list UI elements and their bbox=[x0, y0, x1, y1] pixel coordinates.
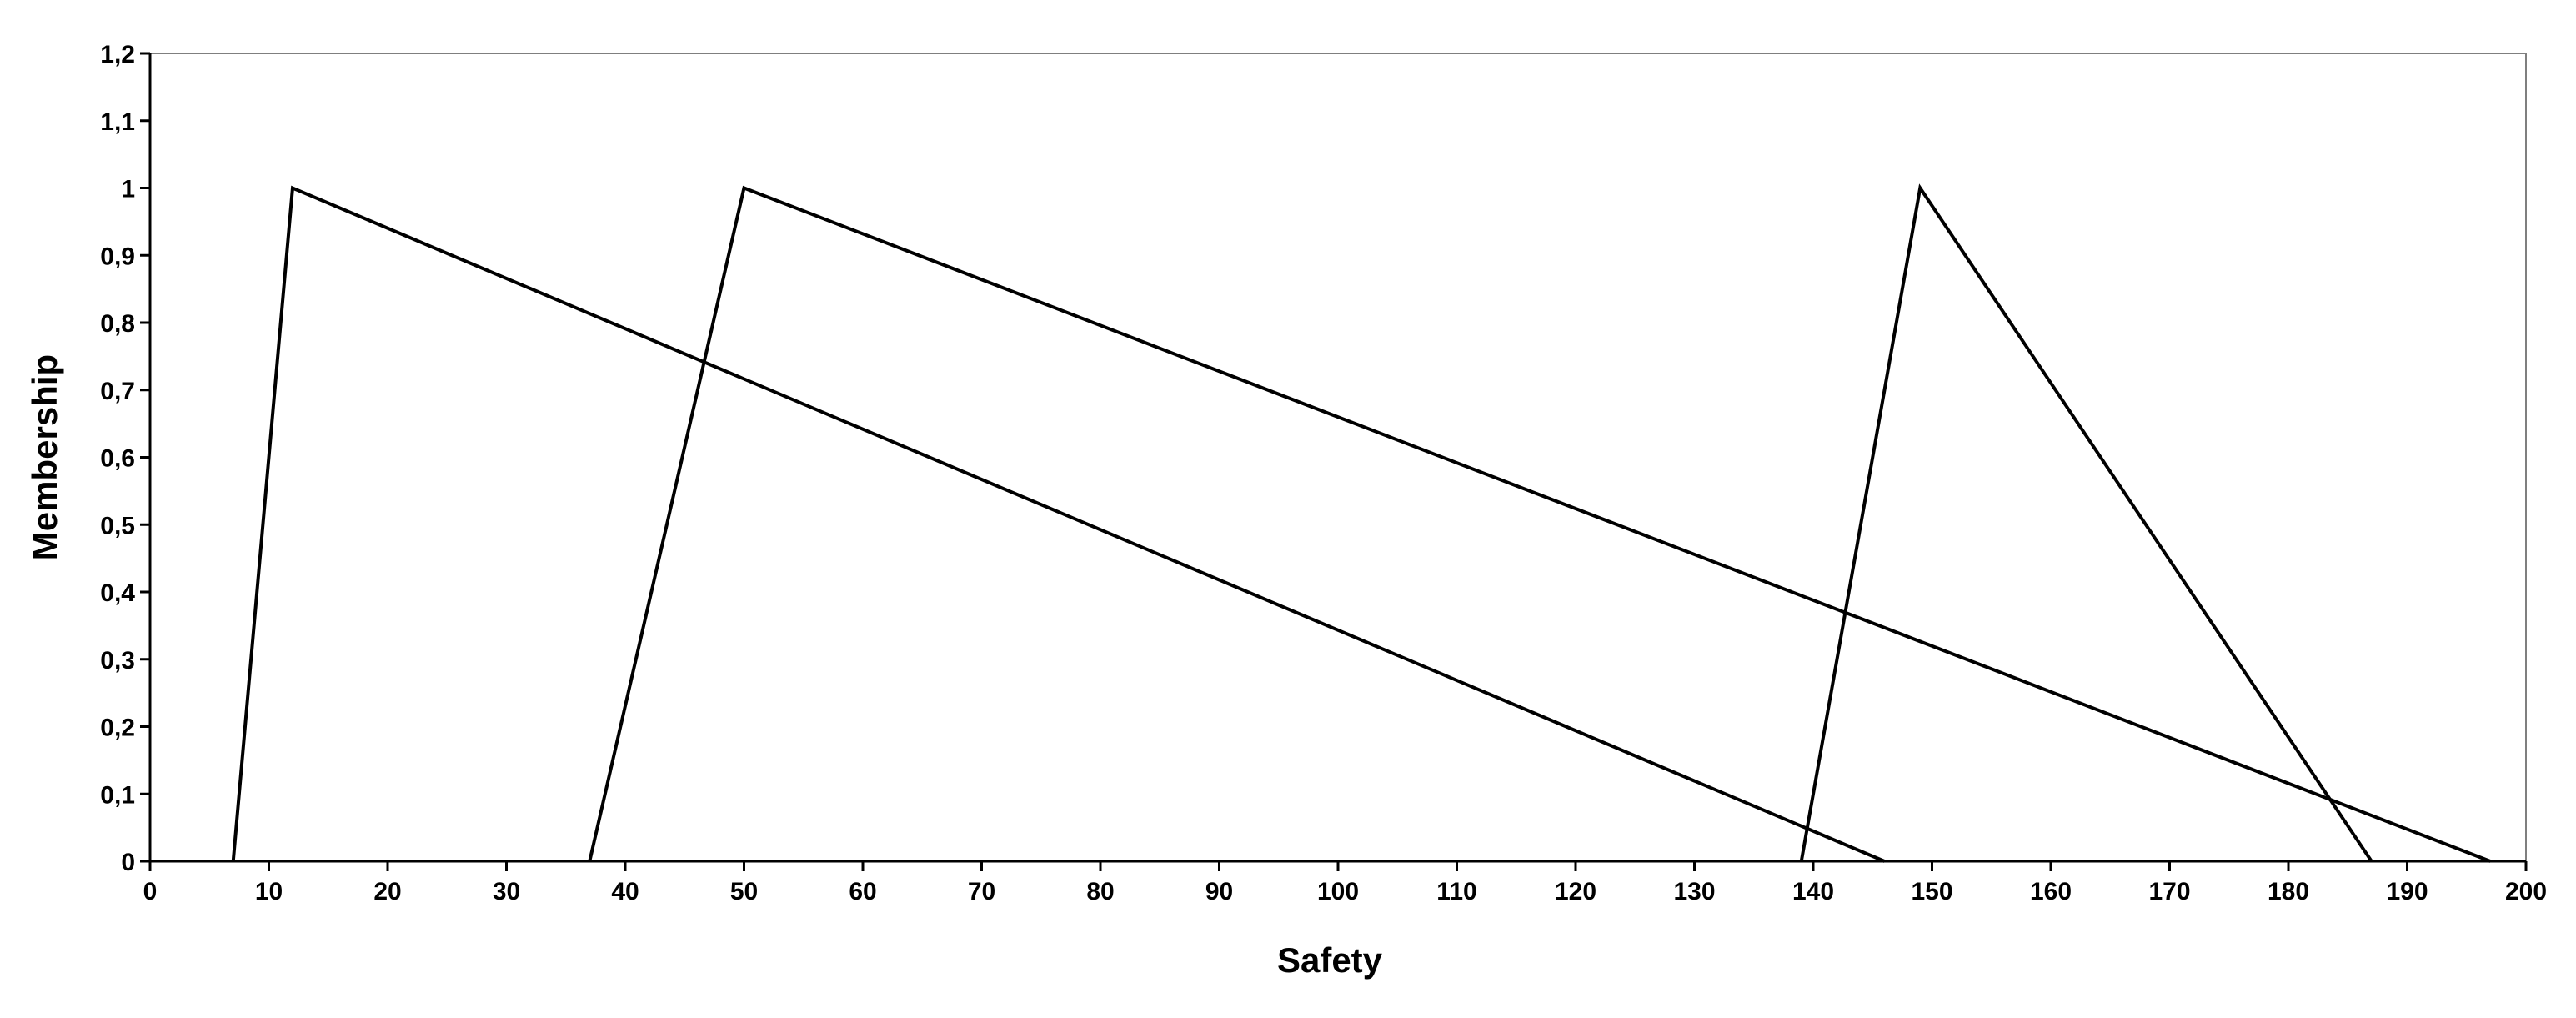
x-tick-label: 30 bbox=[493, 878, 520, 905]
y-tick-label: 0,8 bbox=[100, 310, 135, 338]
x-tick-label: 180 bbox=[2268, 878, 2309, 905]
x-tick-label: 200 bbox=[2505, 878, 2547, 905]
y-axis-title: Membership bbox=[25, 354, 64, 560]
x-tick-label: 120 bbox=[1555, 878, 1596, 905]
x-tick-label: 100 bbox=[1317, 878, 1359, 905]
x-tick-label: 170 bbox=[2148, 878, 2190, 905]
x-axis: 0 10 20 30 40 50 60 70 80 90 100 110 120 130 140 150 160… bbox=[143, 860, 2547, 905]
x-tick-label: 60 bbox=[849, 878, 876, 905]
x-tick-label: 190 bbox=[2386, 878, 2428, 905]
x-axis-title: Safety bbox=[1277, 940, 1383, 980]
y-tick-label: 1 bbox=[121, 176, 135, 203]
y-tick-label: 0,5 bbox=[100, 512, 135, 539]
x-tick-label: 50 bbox=[730, 878, 758, 905]
series-line-1 bbox=[231, 185, 1886, 863]
y-tick-label: 1,2 bbox=[100, 41, 135, 68]
x-tick-label: 10 bbox=[255, 878, 283, 905]
plot-area bbox=[149, 53, 2527, 862]
y-tick-label: 0 bbox=[121, 849, 135, 876]
x-tick-label: 80 bbox=[1086, 878, 1114, 905]
y-tick-label: 0,9 bbox=[100, 243, 135, 270]
x-tick-label: 150 bbox=[1911, 878, 1952, 905]
x-tick-label: 160 bbox=[2030, 878, 2072, 905]
y-tick-label: 0,6 bbox=[100, 445, 135, 473]
series-line-3 bbox=[1799, 183, 2373, 863]
x-tick-label: 140 bbox=[1792, 878, 1834, 905]
x-tick-label: 40 bbox=[611, 878, 639, 905]
y-tick-label: 0,7 bbox=[100, 378, 135, 405]
y-tick-label: 0,3 bbox=[100, 647, 135, 674]
y-tick-label: 1,1 bbox=[100, 108, 135, 136]
x-tick-label: 70 bbox=[968, 878, 995, 905]
x-tick-label: 110 bbox=[1436, 878, 1476, 905]
y-tick-label: 0,2 bbox=[100, 715, 135, 742]
y-tick-label: 0,1 bbox=[100, 781, 135, 809]
series-line-2 bbox=[588, 185, 2491, 863]
x-tick-label: 90 bbox=[1205, 878, 1233, 905]
series-layer bbox=[231, 183, 2491, 863]
x-tick-label: 20 bbox=[373, 878, 401, 905]
y-axis: 0 0,1 0,2 0,3 0,4 0,5 0,6 0,7 0,8 0,9 1 1,1 1,2 bbox=[100, 41, 152, 876]
x-tick-label: 0 bbox=[143, 878, 158, 905]
y-tick-label: 0,4 bbox=[100, 579, 135, 607]
x-tick-label: 130 bbox=[1673, 878, 1715, 905]
